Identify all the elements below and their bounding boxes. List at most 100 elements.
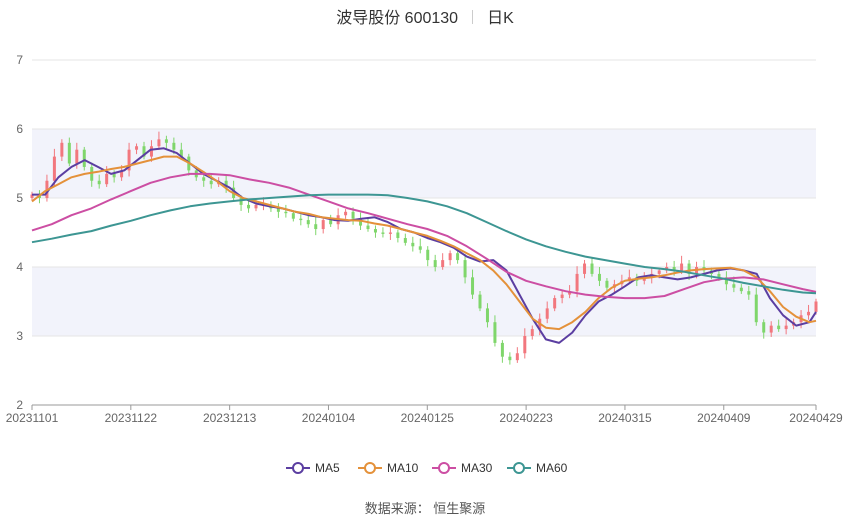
- candle-body: [306, 220, 310, 225]
- candle-body: [627, 277, 631, 281]
- candle-body: [373, 229, 377, 233]
- grid-band: [32, 267, 816, 336]
- candle-body: [120, 170, 124, 178]
- x-tick-label: 20240315: [598, 411, 652, 425]
- candle-body: [247, 204, 251, 209]
- candle-body: [75, 149, 79, 164]
- x-tick-label: 20240429: [789, 411, 843, 425]
- legend-swatch-marker: [513, 462, 525, 474]
- candle-body: [724, 277, 728, 285]
- legend-label: MA10: [387, 461, 419, 475]
- candle-body: [545, 308, 549, 319]
- legend-label: MA60: [536, 461, 568, 475]
- candle-body: [732, 284, 736, 288]
- candle-body: [508, 356, 512, 361]
- candle-body: [448, 253, 452, 261]
- x-tick-label: 20240104: [302, 411, 356, 425]
- candle-body: [381, 232, 385, 234]
- candle-body: [82, 149, 86, 167]
- candle-body: [149, 146, 153, 157]
- legend-item-ma30[interactable]: MA30: [432, 461, 493, 475]
- y-tick-label: 3: [16, 329, 23, 343]
- candle-body: [284, 211, 288, 214]
- candle-body: [30, 194, 34, 198]
- candle-body: [351, 211, 355, 219]
- y-tick-label: 2: [16, 398, 23, 412]
- y-tick-label: 5: [16, 191, 23, 205]
- candle-body: [493, 322, 497, 343]
- candle-body: [411, 242, 415, 247]
- candle-body: [597, 273, 601, 281]
- legend-item-ma60[interactable]: MA60: [507, 461, 568, 475]
- candle-body: [500, 342, 504, 357]
- candle-body: [105, 173, 109, 185]
- ma-line-ma60: [31, 193, 817, 295]
- legend-swatch-marker: [292, 462, 304, 474]
- candle-body: [239, 198, 243, 205]
- candle-body: [515, 353, 519, 361]
- candle-body: [717, 273, 721, 278]
- chart-title: 波导股份 600130 日K: [0, 4, 850, 28]
- stock-name: 波导股份 600130: [336, 10, 459, 27]
- candle-body: [366, 225, 370, 230]
- candle-body: [135, 146, 139, 150]
- candle-body: [754, 294, 758, 323]
- y-tick-label: 7: [16, 53, 23, 67]
- candle-body: [560, 294, 564, 299]
- y-axis: 2 3 4 5 6 7: [16, 53, 23, 412]
- candle-body: [329, 220, 333, 225]
- candle-body: [583, 263, 587, 274]
- candle-body: [739, 287, 743, 292]
- legend-label: MA5: [315, 461, 340, 475]
- candle-body: [418, 246, 422, 250]
- ma-line-ma10: [31, 155, 817, 331]
- candle-body: [359, 218, 363, 226]
- grid-layer: [32, 59, 816, 406]
- candle-body: [478, 294, 482, 309]
- candle-body: [523, 336, 527, 354]
- candle-body: [172, 142, 176, 150]
- grid-band: [32, 129, 816, 198]
- legend-item-ma5[interactable]: MA5: [286, 461, 340, 475]
- candle-body: [762, 322, 766, 333]
- candle-body: [157, 139, 161, 147]
- candle-body: [52, 156, 56, 181]
- candle-body: [202, 177, 206, 181]
- legend-swatch-marker: [364, 462, 376, 474]
- legend-item-ma10[interactable]: MA10: [358, 461, 419, 475]
- legend-swatch-marker: [438, 462, 450, 474]
- candle-body: [433, 260, 437, 267]
- candle-body: [97, 180, 101, 185]
- candle-body: [553, 298, 557, 309]
- title-separator: [472, 10, 474, 24]
- candle-body: [777, 325, 781, 330]
- candle-body: [530, 329, 534, 336]
- x-tick-label: 20240125: [401, 411, 455, 425]
- candle-body: [254, 204, 258, 209]
- candle-body: [456, 253, 460, 261]
- candle-body: [605, 280, 609, 288]
- candle-body: [485, 308, 489, 323]
- candle-body: [67, 142, 71, 164]
- x-tick-label: 20240223: [499, 411, 553, 425]
- candle-body: [291, 213, 295, 219]
- candle-body: [112, 173, 116, 178]
- period-label: 日K: [487, 10, 514, 27]
- ma-line-ma30: [31, 172, 817, 300]
- candle-body: [299, 218, 303, 221]
- candle-body: [276, 208, 280, 212]
- candle-body: [471, 277, 475, 295]
- candle-body: [747, 291, 751, 295]
- candle-body: [403, 238, 407, 243]
- candle-body: [396, 232, 400, 239]
- candle-body: [344, 211, 348, 216]
- candle-body: [575, 273, 579, 292]
- candle-body: [807, 311, 811, 316]
- candle-body: [680, 263, 684, 271]
- candle-body: [784, 325, 788, 330]
- candle-body: [687, 263, 691, 274]
- candle-body: [388, 232, 392, 234]
- ma-line-ma5: [32, 147, 817, 344]
